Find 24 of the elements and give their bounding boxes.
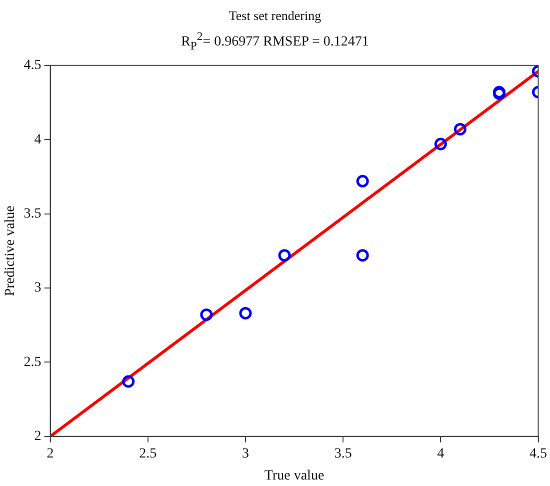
x-tick-label: 3.5 — [334, 446, 352, 462]
y-tick-label: 2 — [34, 429, 42, 444]
point — [454, 122, 466, 136]
x-tick-label: 2 — [46, 446, 54, 462]
y-tick-label: 3 — [34, 280, 42, 296]
chart-title: Test set rendering — [228, 7, 322, 25]
y-tick-label: 2.5 — [24, 354, 42, 370]
y-tick-label: 4 — [34, 132, 42, 148]
x-tick-label: 4 — [437, 446, 444, 462]
point — [434, 138, 447, 150]
x-tick-label: 4.5 — [530, 446, 547, 462]
y-axis-title: Predictive value — [3, 206, 18, 296]
x-axis-title: True value — [264, 468, 324, 484]
point — [356, 174, 369, 188]
y-tick-label: 3.5 — [24, 206, 42, 222]
point — [122, 375, 135, 388]
point — [278, 249, 291, 262]
point — [239, 306, 252, 320]
x-tick-label: 3 — [242, 446, 249, 462]
point — [356, 249, 369, 262]
point — [200, 308, 213, 321]
y-tick-label: 4.5 — [24, 58, 42, 74]
chart-subtitle: R$_{P}$$^{2}$= 0.96977 RMSEP = 0.12471 — [180, 30, 370, 54]
x-tick-label: 2.5 — [139, 446, 157, 462]
